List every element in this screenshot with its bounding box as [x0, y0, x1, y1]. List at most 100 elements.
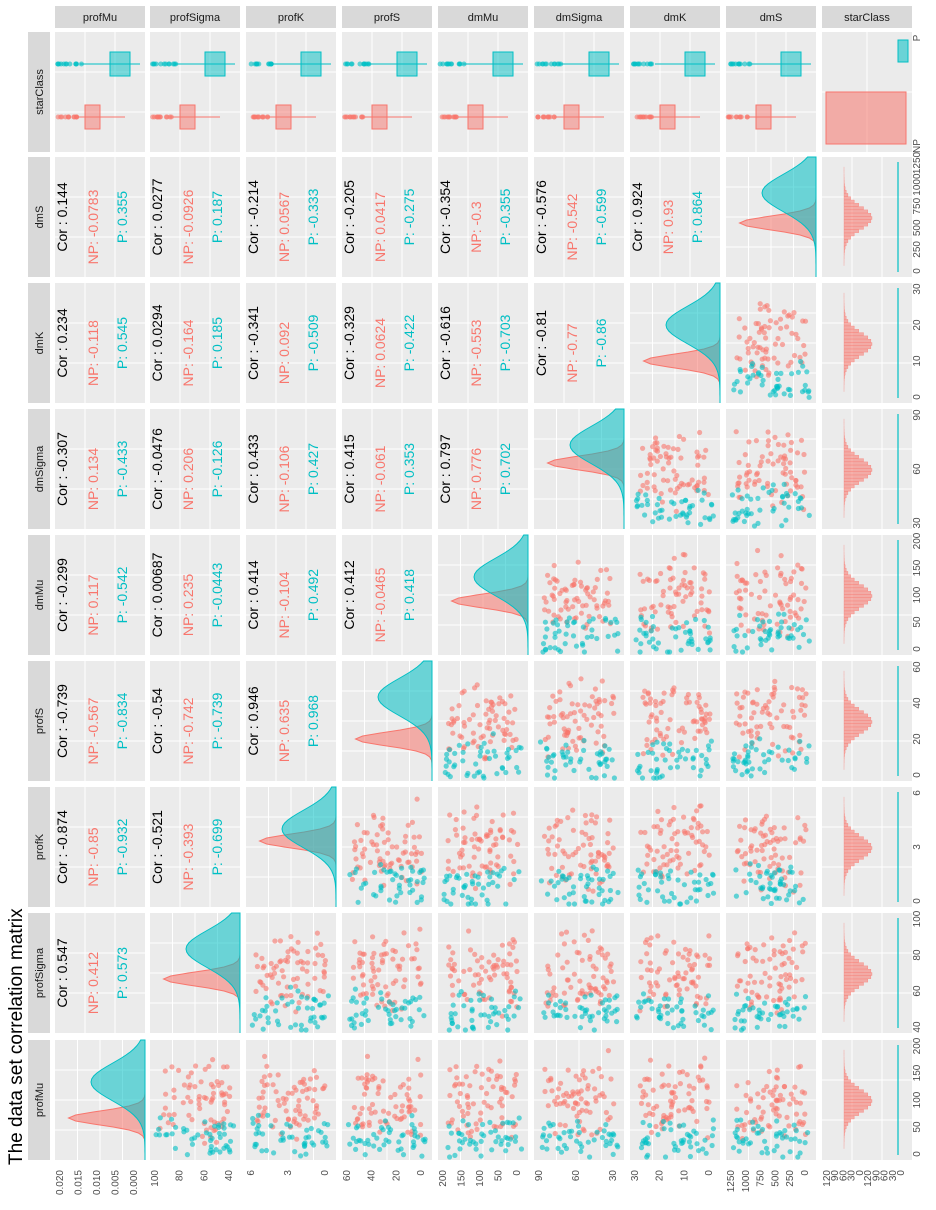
- point-p: [600, 1000, 605, 1005]
- point-p: [748, 861, 753, 866]
- point-p: [674, 758, 679, 763]
- point-p: [447, 1027, 452, 1032]
- panel-starClass-dmSigma: [822, 409, 912, 529]
- point-np: [743, 452, 748, 457]
- hist-bar-np: [844, 814, 845, 817]
- point-p: [608, 888, 613, 893]
- point-np: [483, 969, 488, 974]
- point-p: [546, 993, 551, 998]
- hist-bar-np: [844, 946, 846, 949]
- hist-bar-np: [844, 226, 864, 229]
- point-p: [740, 649, 745, 654]
- point-np: [661, 478, 666, 483]
- point-p: [448, 901, 453, 906]
- point-np: [579, 611, 584, 616]
- point-np: [681, 815, 686, 820]
- point-np: [744, 339, 749, 344]
- point-p: [749, 511, 754, 516]
- point-np: [745, 981, 750, 986]
- point-p: [600, 901, 605, 906]
- hist-bar-np: [844, 949, 848, 952]
- point-np: [600, 952, 605, 957]
- point-p: [387, 869, 392, 874]
- point-np: [734, 561, 739, 566]
- point-p: [679, 648, 684, 653]
- point-p: [772, 506, 777, 511]
- point-p: [379, 1125, 384, 1130]
- point-np: [371, 986, 376, 991]
- hist-bar-np: [844, 717, 871, 720]
- panel-bg: [342, 32, 432, 152]
- point-np: [768, 603, 773, 608]
- point-p: [486, 901, 491, 906]
- hist-bar-np: [844, 362, 851, 365]
- point-np: [670, 688, 675, 693]
- panel-starClass-profS: [822, 661, 912, 781]
- point-p: [489, 1147, 494, 1152]
- hist-bar-np: [844, 210, 868, 213]
- point-np: [272, 938, 277, 943]
- point-p: [734, 992, 739, 997]
- point-p: [548, 1123, 553, 1128]
- point-np: [293, 984, 298, 989]
- panel-starClass-profSigma: [822, 913, 912, 1033]
- point-p: [775, 634, 780, 639]
- point-np: [473, 886, 478, 891]
- tick-label: 0: [512, 1170, 523, 1176]
- point-np: [673, 490, 678, 495]
- point-p: [758, 642, 763, 647]
- outlier: [349, 62, 354, 67]
- point-np: [611, 1101, 616, 1106]
- bar-p: [898, 40, 908, 62]
- point-np: [648, 984, 653, 989]
- hist-bar-np: [844, 352, 864, 355]
- hist-bar-np: [844, 737, 854, 740]
- point-np: [378, 823, 383, 828]
- cor-label: Cor : -0.0476: [149, 428, 165, 510]
- point-p: [496, 1010, 501, 1015]
- point-np: [588, 842, 593, 847]
- point-np: [495, 854, 500, 859]
- point-np: [751, 710, 756, 715]
- hist-bar-np: [844, 833, 859, 836]
- hist-bar-np: [844, 876, 845, 879]
- point-p: [371, 1143, 376, 1148]
- point-np: [588, 852, 593, 857]
- point-np: [692, 565, 697, 570]
- point-p: [309, 1126, 314, 1131]
- point-p: [475, 770, 480, 775]
- point-np: [772, 687, 777, 692]
- point-p: [795, 627, 800, 632]
- panel-profK-profK: [246, 787, 336, 907]
- point-np: [589, 812, 594, 817]
- point-np: [582, 933, 587, 938]
- hist-bar-np: [844, 1126, 846, 1129]
- tick-label: 60: [912, 463, 923, 475]
- cor-p-label: P: -0.699: [209, 818, 225, 875]
- point-np: [259, 1079, 264, 1084]
- hist-bar-np: [844, 747, 846, 750]
- point-np: [192, 1084, 197, 1089]
- point-np: [560, 865, 565, 870]
- point-np: [370, 1102, 375, 1107]
- point-np: [738, 838, 743, 843]
- point-p: [755, 521, 760, 526]
- point-np: [659, 817, 664, 822]
- point-np: [548, 1076, 553, 1081]
- point-np: [566, 854, 571, 859]
- point-np: [796, 1065, 801, 1070]
- point-p: [554, 897, 559, 902]
- point-np: [639, 975, 644, 980]
- point-np: [405, 1092, 410, 1097]
- point-np: [665, 852, 670, 857]
- point-p: [460, 1118, 465, 1123]
- point-p: [603, 1143, 608, 1148]
- point-p: [668, 765, 673, 770]
- point-p: [760, 1127, 765, 1132]
- point-p: [346, 1122, 351, 1127]
- point-p: [463, 1027, 468, 1032]
- point-np: [471, 983, 476, 988]
- point-np: [375, 982, 380, 987]
- hist-bar-np: [844, 197, 851, 200]
